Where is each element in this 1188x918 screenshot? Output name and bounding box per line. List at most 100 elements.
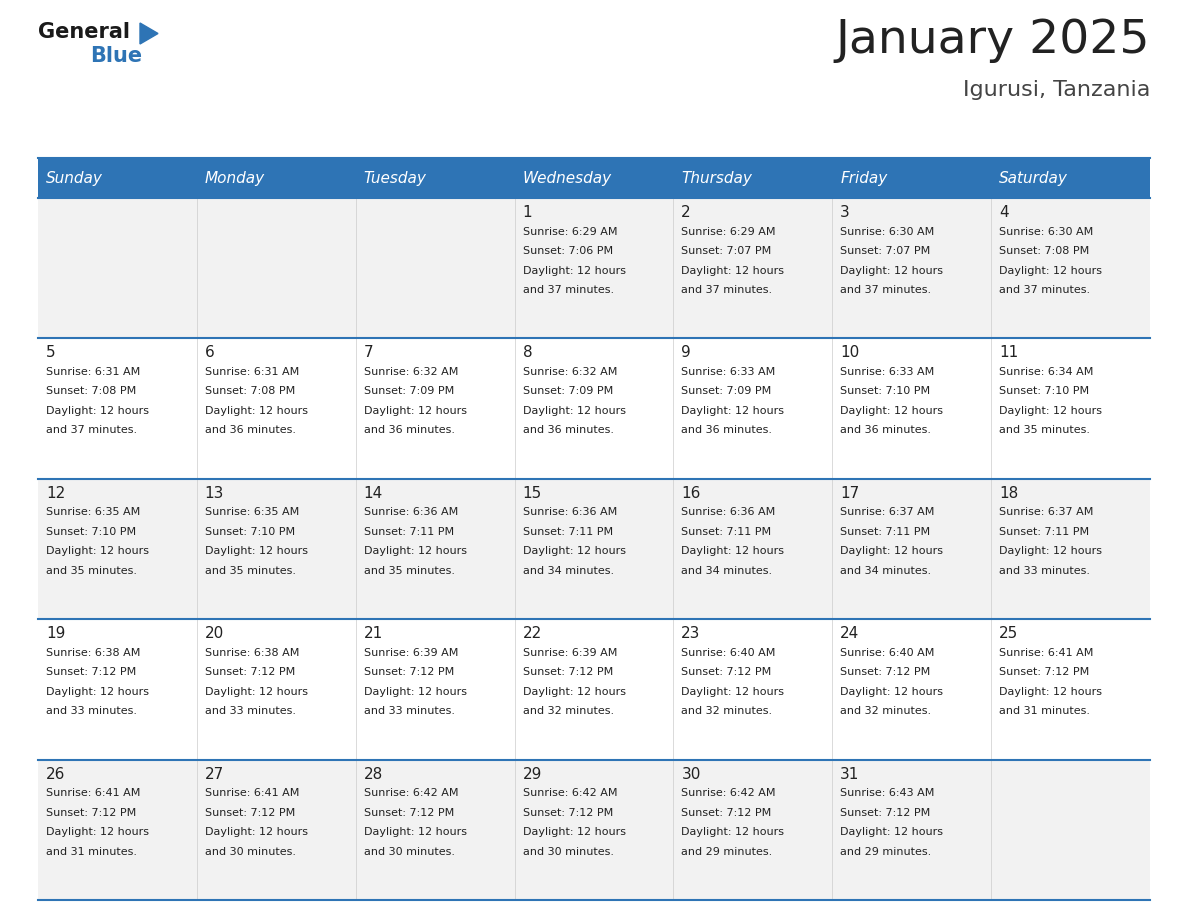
Text: and 37 minutes.: and 37 minutes. — [999, 285, 1091, 295]
Text: 14: 14 — [364, 486, 383, 501]
Text: Daylight: 12 hours: Daylight: 12 hours — [682, 546, 784, 556]
Text: 31: 31 — [840, 767, 860, 781]
Text: and 31 minutes.: and 31 minutes. — [46, 846, 137, 856]
Text: and 37 minutes.: and 37 minutes. — [682, 285, 772, 295]
Text: Sunrise: 6:33 AM: Sunrise: 6:33 AM — [840, 367, 935, 377]
Text: and 36 minutes.: and 36 minutes. — [840, 425, 931, 435]
Text: Sunrise: 6:36 AM: Sunrise: 6:36 AM — [523, 508, 617, 518]
Text: and 33 minutes.: and 33 minutes. — [364, 706, 455, 716]
Text: Sunset: 7:10 PM: Sunset: 7:10 PM — [204, 527, 295, 537]
Text: Sunrise: 6:42 AM: Sunrise: 6:42 AM — [682, 788, 776, 798]
Bar — [833, 158, 991, 198]
Text: 4: 4 — [999, 205, 1009, 220]
Text: Sunrise: 6:31 AM: Sunrise: 6:31 AM — [46, 367, 140, 377]
Text: Sunrise: 6:35 AM: Sunrise: 6:35 AM — [204, 508, 299, 518]
Text: and 35 minutes.: and 35 minutes. — [204, 565, 296, 576]
Text: 20: 20 — [204, 626, 225, 641]
Text: Tuesday: Tuesday — [364, 171, 426, 185]
Text: Sunrise: 6:40 AM: Sunrise: 6:40 AM — [840, 648, 935, 657]
Text: Sunset: 7:10 PM: Sunset: 7:10 PM — [840, 386, 930, 397]
Bar — [38, 339, 1150, 479]
Text: Sunset: 7:12 PM: Sunset: 7:12 PM — [523, 808, 613, 818]
Text: 9: 9 — [682, 345, 691, 361]
Text: Sunrise: 6:35 AM: Sunrise: 6:35 AM — [46, 508, 140, 518]
Text: and 37 minutes.: and 37 minutes. — [46, 425, 137, 435]
Text: Sunset: 7:12 PM: Sunset: 7:12 PM — [682, 808, 772, 818]
Bar — [674, 158, 833, 198]
Bar — [38, 479, 1150, 620]
Text: and 29 minutes.: and 29 minutes. — [682, 846, 772, 856]
Text: 17: 17 — [840, 486, 859, 501]
Text: 12: 12 — [46, 486, 65, 501]
Text: Daylight: 12 hours: Daylight: 12 hours — [840, 827, 943, 837]
Text: and 32 minutes.: and 32 minutes. — [523, 706, 614, 716]
Text: 19: 19 — [46, 626, 65, 641]
Bar — [197, 158, 355, 198]
Text: Daylight: 12 hours: Daylight: 12 hours — [523, 265, 626, 275]
Text: Sunrise: 6:38 AM: Sunrise: 6:38 AM — [204, 648, 299, 657]
Text: Sunrise: 6:30 AM: Sunrise: 6:30 AM — [840, 227, 935, 237]
Text: and 30 minutes.: and 30 minutes. — [204, 846, 296, 856]
Text: January 2025: January 2025 — [835, 18, 1150, 63]
Text: Daylight: 12 hours: Daylight: 12 hours — [999, 687, 1102, 697]
Text: Sunset: 7:12 PM: Sunset: 7:12 PM — [523, 667, 613, 677]
Text: Sunset: 7:08 PM: Sunset: 7:08 PM — [999, 246, 1089, 256]
Text: Wednesday: Wednesday — [523, 171, 612, 185]
Text: and 30 minutes.: and 30 minutes. — [523, 846, 613, 856]
Text: Sunset: 7:12 PM: Sunset: 7:12 PM — [46, 808, 137, 818]
Text: 13: 13 — [204, 486, 225, 501]
Text: Sunset: 7:12 PM: Sunset: 7:12 PM — [46, 667, 137, 677]
Text: Sunset: 7:12 PM: Sunset: 7:12 PM — [840, 667, 930, 677]
Text: 11: 11 — [999, 345, 1018, 361]
Text: and 33 minutes.: and 33 minutes. — [46, 706, 137, 716]
Text: Sunset: 7:09 PM: Sunset: 7:09 PM — [364, 386, 454, 397]
Bar — [38, 158, 197, 198]
Bar — [355, 158, 514, 198]
Text: Sunrise: 6:42 AM: Sunrise: 6:42 AM — [523, 788, 617, 798]
Text: Sunset: 7:12 PM: Sunset: 7:12 PM — [999, 667, 1089, 677]
Text: Daylight: 12 hours: Daylight: 12 hours — [523, 687, 626, 697]
Text: and 33 minutes.: and 33 minutes. — [204, 706, 296, 716]
Text: Sunrise: 6:41 AM: Sunrise: 6:41 AM — [999, 648, 1093, 657]
Text: and 36 minutes.: and 36 minutes. — [523, 425, 613, 435]
Text: Thursday: Thursday — [682, 171, 752, 185]
Text: Sunset: 7:12 PM: Sunset: 7:12 PM — [840, 808, 930, 818]
Text: and 36 minutes.: and 36 minutes. — [682, 425, 772, 435]
Text: Sunset: 7:11 PM: Sunset: 7:11 PM — [999, 527, 1089, 537]
Text: Sunset: 7:07 PM: Sunset: 7:07 PM — [840, 246, 930, 256]
Text: Sunset: 7:09 PM: Sunset: 7:09 PM — [682, 386, 772, 397]
Text: and 37 minutes.: and 37 minutes. — [840, 285, 931, 295]
Polygon shape — [140, 23, 158, 44]
Text: Daylight: 12 hours: Daylight: 12 hours — [999, 265, 1102, 275]
Text: and 30 minutes.: and 30 minutes. — [364, 846, 455, 856]
Text: Sunrise: 6:32 AM: Sunrise: 6:32 AM — [523, 367, 617, 377]
Text: 10: 10 — [840, 345, 859, 361]
Text: Sunset: 7:08 PM: Sunset: 7:08 PM — [46, 386, 137, 397]
Text: 21: 21 — [364, 626, 383, 641]
Text: Sunrise: 6:37 AM: Sunrise: 6:37 AM — [999, 508, 1093, 518]
Text: Sunset: 7:12 PM: Sunset: 7:12 PM — [682, 667, 772, 677]
Text: Sunrise: 6:42 AM: Sunrise: 6:42 AM — [364, 788, 459, 798]
Text: Daylight: 12 hours: Daylight: 12 hours — [840, 406, 943, 416]
Text: Sunset: 7:12 PM: Sunset: 7:12 PM — [364, 808, 454, 818]
Text: and 32 minutes.: and 32 minutes. — [840, 706, 931, 716]
Text: 5: 5 — [46, 345, 56, 361]
Text: 3: 3 — [840, 205, 849, 220]
Text: 22: 22 — [523, 626, 542, 641]
Text: Sunset: 7:07 PM: Sunset: 7:07 PM — [682, 246, 772, 256]
Text: 7: 7 — [364, 345, 373, 361]
Text: Daylight: 12 hours: Daylight: 12 hours — [840, 265, 943, 275]
Text: Daylight: 12 hours: Daylight: 12 hours — [682, 687, 784, 697]
Text: Sunday: Sunday — [46, 171, 103, 185]
Text: Daylight: 12 hours: Daylight: 12 hours — [204, 546, 308, 556]
Text: and 35 minutes.: and 35 minutes. — [364, 565, 455, 576]
Text: Sunset: 7:10 PM: Sunset: 7:10 PM — [46, 527, 137, 537]
Text: Sunset: 7:11 PM: Sunset: 7:11 PM — [364, 527, 454, 537]
Text: Daylight: 12 hours: Daylight: 12 hours — [46, 406, 148, 416]
Text: General: General — [38, 22, 129, 42]
Text: Daylight: 12 hours: Daylight: 12 hours — [364, 687, 467, 697]
Text: 15: 15 — [523, 486, 542, 501]
Text: Sunset: 7:10 PM: Sunset: 7:10 PM — [999, 386, 1089, 397]
Text: Sunrise: 6:33 AM: Sunrise: 6:33 AM — [682, 367, 776, 377]
Text: and 34 minutes.: and 34 minutes. — [682, 565, 772, 576]
